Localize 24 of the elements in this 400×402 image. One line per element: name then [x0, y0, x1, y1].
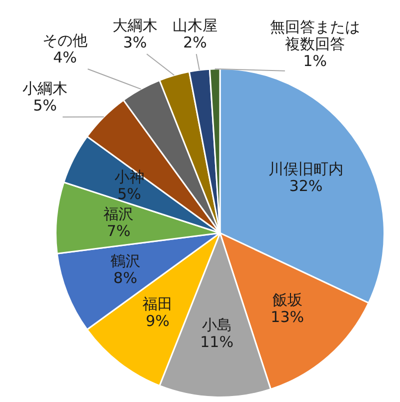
- slice-label: 小神: [114, 168, 144, 186]
- slice-label: 川俣旧町内: [268, 160, 344, 178]
- slice-label: 鶴沢: [110, 252, 140, 270]
- data-label: 32%: [289, 176, 323, 195]
- data-label: 2%: [183, 33, 207, 52]
- data-label: 1%: [303, 52, 327, 70]
- slice-label: 無回答または複数回答: [270, 18, 360, 53]
- slice-label: その他: [42, 31, 88, 50]
- data-label: 8%: [113, 268, 138, 287]
- data-label: 9%: [146, 312, 170, 330]
- data-label: 7%: [106, 222, 131, 240]
- data-label: 3%: [123, 33, 147, 52]
- slice-label: 大綱木: [112, 16, 158, 34]
- data-label: 5%: [117, 185, 142, 204]
- data-label: 11%: [200, 333, 234, 352]
- data-label: 4%: [53, 48, 77, 66]
- slice-label: 福沢: [104, 204, 134, 223]
- slice-label: 小綱木: [22, 79, 68, 98]
- data-label: 5%: [33, 96, 57, 114]
- data-label: 13%: [270, 308, 304, 326]
- slice-label: 飯坂: [272, 290, 302, 309]
- slice-label: 福田: [142, 294, 173, 313]
- slice-label: 山木屋: [172, 16, 218, 34]
- slice-label: 小島: [202, 316, 232, 334]
